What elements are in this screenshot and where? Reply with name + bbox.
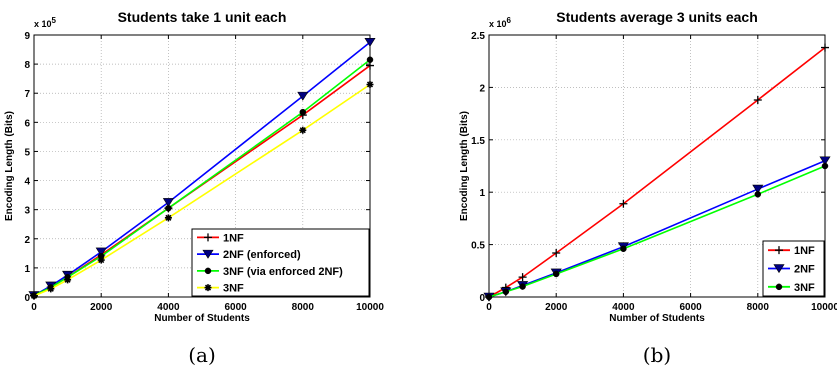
chart-b: 0 2000 4000 6000 8000 10000 0 0.5 1 1.5 2 2.5 x 106 S…	[459, 9, 837, 367]
chart-title: Students average 3 units each	[556, 9, 758, 25]
data-point	[297, 91, 309, 101]
y-tick-label: 8	[24, 60, 30, 71]
data-point	[620, 245, 627, 253]
x-tick-label: 2000	[90, 302, 113, 313]
legend-marker	[775, 246, 783, 255]
y-tick-label: 6	[24, 118, 30, 129]
y-multiplier-exponent: 5	[52, 16, 57, 25]
data-point	[30, 292, 38, 300]
legend-marker	[204, 233, 212, 242]
data-point	[162, 198, 174, 207]
x-axis-label: Number of Students	[154, 313, 250, 324]
data-point	[366, 80, 374, 88]
y-tick-label: 0	[479, 293, 485, 304]
data-point	[619, 199, 628, 208]
legend-marker	[202, 249, 214, 259]
legend-label: 2NF	[794, 264, 815, 276]
chart-title: Students take 1 unit each	[118, 9, 287, 25]
x-tick-label: 8000	[292, 302, 315, 313]
y-tick-label: 9	[24, 31, 30, 42]
data-point	[47, 285, 55, 293]
x-axis-label: Number of Students	[609, 313, 705, 324]
y-tick-label: 0.5	[471, 241, 485, 252]
legend-box	[191, 228, 370, 297]
data-point	[552, 248, 561, 257]
x-tick-label: 0	[486, 302, 492, 313]
legend-marker	[775, 283, 783, 291]
data-point	[819, 156, 831, 166]
y-tick-label: 1.5	[471, 136, 485, 147]
data-point	[552, 270, 560, 278]
x-tick-label: 6000	[679, 302, 702, 313]
data-point	[485, 293, 493, 301]
legend-label: 2NF (enforced)	[223, 249, 301, 261]
y-tick-label: 0	[24, 293, 30, 304]
data-point	[821, 162, 829, 170]
data-point	[97, 256, 105, 264]
data-point	[299, 108, 307, 116]
data-point	[164, 214, 172, 222]
data-point	[753, 95, 762, 104]
chart-a: 0 2000 4000 6000 8000 10000 0 1 2 3 4 5 6 7 8 9 x 105 Stu…	[4, 9, 384, 367]
x-tick-label: 4000	[612, 302, 635, 313]
y-multiplier-label: x 106	[489, 16, 512, 29]
y-tick-label: 1	[24, 264, 30, 275]
legend-marker	[204, 267, 212, 275]
y-tick-label: 2	[24, 235, 30, 246]
y-tick-label: 2	[479, 83, 485, 94]
legend-marker	[204, 284, 212, 292]
data-point	[502, 288, 510, 296]
data-point	[64, 276, 72, 284]
data-point	[366, 56, 374, 63]
data-point	[754, 191, 762, 198]
data-point	[165, 204, 172, 212]
legend-label: 3NF	[794, 282, 815, 294]
legend-label: 3NF (via enforced 2NF)	[223, 266, 343, 278]
data-point	[299, 126, 307, 134]
figure-caption: (a)	[188, 343, 216, 367]
data-point	[752, 184, 764, 194]
y-axis-label: Encoding Length (Bits)	[459, 111, 470, 221]
x-tick-label: 4000	[157, 302, 180, 313]
x-tick-label: 2000	[545, 302, 568, 313]
legend-label: 1NF	[223, 232, 244, 244]
x-tick-label: 8000	[747, 302, 770, 313]
data-point	[519, 283, 526, 290]
y-multiplier-label: x 105	[34, 16, 57, 29]
data-point	[364, 37, 376, 47]
y-tick-label: 5	[24, 147, 30, 158]
figure-caption: (b)	[643, 343, 671, 367]
legend-label: 1NF	[794, 245, 815, 257]
legend-label: 3NF	[223, 283, 244, 295]
x-tick-label: 0	[31, 302, 37, 313]
y-tick-label: 4	[24, 177, 30, 188]
x-tick-label: 10000	[811, 302, 837, 313]
y-tick-label: 1	[479, 188, 485, 199]
y-axis-label: Encoding Length (Bits)	[4, 111, 15, 221]
y-tick-label: 7	[24, 89, 30, 100]
y-tick-label: 2.5	[471, 31, 485, 42]
y-multiplier-exponent: 6	[507, 16, 512, 25]
data-point	[821, 43, 829, 52]
data-point	[518, 273, 527, 282]
x-tick-label: 10000	[356, 302, 384, 313]
x-tick-label: 6000	[224, 302, 247, 313]
legend-marker	[773, 264, 785, 274]
y-tick-label: 3	[24, 206, 30, 217]
data-point	[95, 247, 107, 257]
plot-frame	[33, 34, 371, 298]
